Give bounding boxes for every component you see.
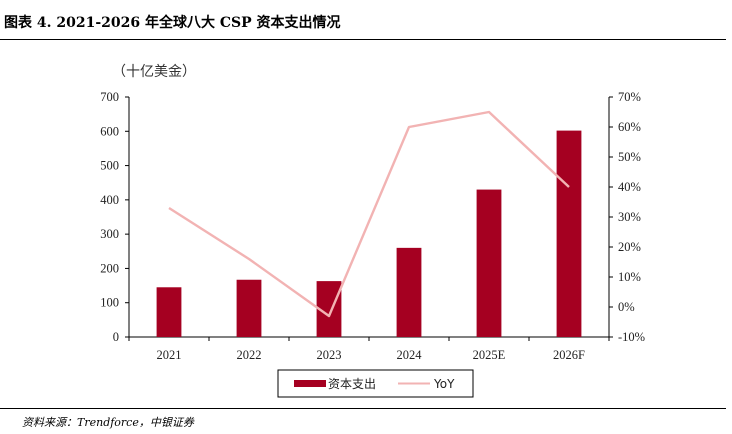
capex-bar (156, 287, 182, 337)
yoy-series (168, 110, 570, 318)
legend-bar-label: 资本支出 (328, 377, 376, 391)
capex-bar (396, 247, 422, 337)
top-rule (0, 39, 726, 40)
left-tick-label: 700 (100, 90, 119, 104)
left-tick-label: 100 (100, 296, 119, 310)
right-tick-label: 10% (618, 270, 641, 284)
right-tick-label: -10% (618, 330, 645, 344)
left-tick-label: 500 (100, 159, 119, 173)
left-tick-label: 200 (100, 261, 119, 275)
right-tick-label: 0% (618, 300, 635, 314)
right-tick-label: 60% (618, 120, 641, 134)
right-tick-label: 70% (618, 90, 641, 104)
right-tick-label: 50% (618, 150, 641, 164)
bottom-rule (0, 408, 726, 409)
source-note: 资料来源：Trendforce，中银证券 (22, 416, 194, 429)
right-tick-label: 30% (618, 210, 641, 224)
x-tick-label: 2021 (157, 348, 182, 362)
x-tick-label: 2025E (473, 348, 506, 362)
x-tick-label: 2024 (397, 348, 423, 362)
chart-legend: 资本支出 YoY (277, 369, 474, 398)
figure-title: 图表 4. 2021-2026 年全球八大 CSP 资本支出情况 (4, 15, 341, 31)
left-tick-label: 0 (113, 330, 119, 344)
bar-series (156, 130, 582, 337)
legend-bar-swatch (294, 380, 326, 387)
right-tick-label: 40% (618, 180, 641, 194)
left-tick-label: 600 (100, 124, 119, 138)
capex-bar (236, 279, 262, 337)
legend-line-label: YoY (433, 377, 455, 391)
left-tick-label: 300 (100, 227, 119, 241)
chart-axes: 0 100 200 300 400 500 600 700 -10% 0% 10% 20% 30% 40%… (100, 90, 645, 362)
capex-bar (556, 130, 582, 337)
left-tick-label: 400 (100, 193, 119, 207)
x-tick-label: 2022 (237, 348, 262, 362)
right-tick-label: 20% (618, 240, 641, 254)
x-tick-label: 2026F (553, 348, 585, 362)
yoy-line (168, 110, 570, 318)
x-tick-label: 2023 (317, 348, 342, 362)
y-axis-unit-label: （十亿美金） (112, 64, 196, 80)
capex-bar (476, 189, 502, 337)
